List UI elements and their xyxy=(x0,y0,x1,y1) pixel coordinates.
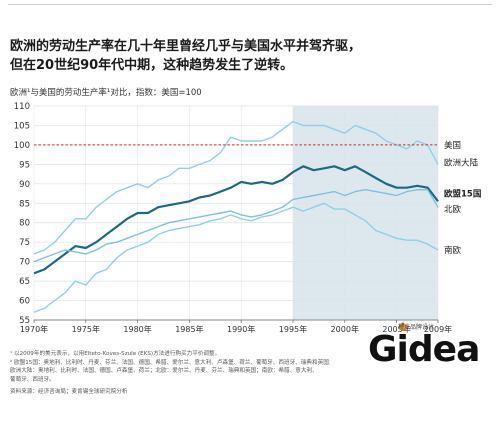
y-tick-label: 105 xyxy=(14,121,30,131)
shaded-period xyxy=(292,106,438,320)
headline-line-2: 但在20世纪90年代中期，这种趋势发生了逆转。 xyxy=(10,58,294,73)
x-tick-label: 2009年 xyxy=(424,324,452,334)
footnote-1: ¹ 以2009年的美元表示，以用Elteto-Koves-Szule (EKS)… xyxy=(10,351,221,357)
orange-dot-icon xyxy=(399,321,407,331)
y-tick-label: 60 xyxy=(19,297,30,307)
productivity-line-chart: 55 60 65 70 75 80 85 90 95 100 105 110 1970年 1975年 198… xyxy=(14,102,482,334)
series-line-北欧 xyxy=(33,189,439,263)
y-tick-label: 75 xyxy=(19,238,30,248)
x-tick-label: 1970年 xyxy=(20,324,48,334)
x-tick-label: 1990年 xyxy=(227,324,255,334)
gidea-logo: 橙点品牌设计 Gidea xyxy=(368,321,493,376)
footnote-2: ² 欧盟15国：奥地利、比利时、丹麦、芬兰、法国、德国、希腊、爱尔兰、意大利、卢… xyxy=(10,359,330,366)
end-label-美国: 美国 xyxy=(444,140,461,151)
end-label-北欧: 北欧 xyxy=(444,204,462,215)
logo-wordmark: Gidea xyxy=(368,329,480,370)
x-tick-label: 2000年 xyxy=(331,324,359,334)
chart-subtitle: 欧洲¹与美国的劳动生产率¹对比，指数：美国=100 xyxy=(10,88,202,98)
x-tick-label: 1980年 xyxy=(123,324,151,334)
end-label-南欧: 南欧 xyxy=(444,245,462,256)
y-tick-label: 55 xyxy=(19,316,30,326)
x-tick-label: 2005年 xyxy=(382,324,410,334)
y-tick-label: 110 xyxy=(14,102,30,112)
y-tick-label: 80 xyxy=(19,219,30,229)
y-tick-label: 95 xyxy=(19,160,30,170)
series-line-南欧 xyxy=(33,202,439,313)
y-tick-label: 85 xyxy=(19,199,30,209)
y-tick-label: 65 xyxy=(19,277,30,287)
end-label-欧洲大陆: 欧洲大陆 xyxy=(444,157,479,168)
logo-subtitle: 橙点品牌设计 xyxy=(398,324,435,331)
series-line-欧盟15国 xyxy=(33,165,439,275)
x-tick-label: 1975年 xyxy=(72,324,100,334)
footnotes: ¹ 以2009年的美元表示，以用Elteto-Koves-Szule (EKS)… xyxy=(10,350,330,397)
series-line-欧洲大陆 xyxy=(33,120,439,255)
x-tick-label: 1995年 xyxy=(279,324,307,334)
y-tick-label: 100 xyxy=(14,141,30,151)
x-tick-label: 1985年 xyxy=(175,324,203,334)
footnote-3: 欧洲大陆：奥地利、比利时、法国、德国、卢森堡、荷兰；北欧：爱尔兰、丹麦、芬兰、瑞… xyxy=(10,368,318,375)
headline-line-1: 欧洲的劳动生产率在几十年里曾经几乎与美国水平并驾齐驱， xyxy=(10,39,362,54)
chart-headline: 欧洲的劳动生产率在几十年里曾经几乎与美国水平并驾齐驱， 但在20世纪90年代中期… xyxy=(10,37,440,75)
y-tick-label: 70 xyxy=(19,258,30,268)
source-note: 资料来源：经济咨询局；麦肯锡全球研究院分析 xyxy=(10,389,128,396)
top-divider xyxy=(8,4,492,5)
y-tick-label: 90 xyxy=(19,180,30,190)
end-label-欧盟15国: 欧盟15国 xyxy=(444,189,481,200)
footnote-4: 葡萄牙、西班牙。 xyxy=(10,376,55,383)
